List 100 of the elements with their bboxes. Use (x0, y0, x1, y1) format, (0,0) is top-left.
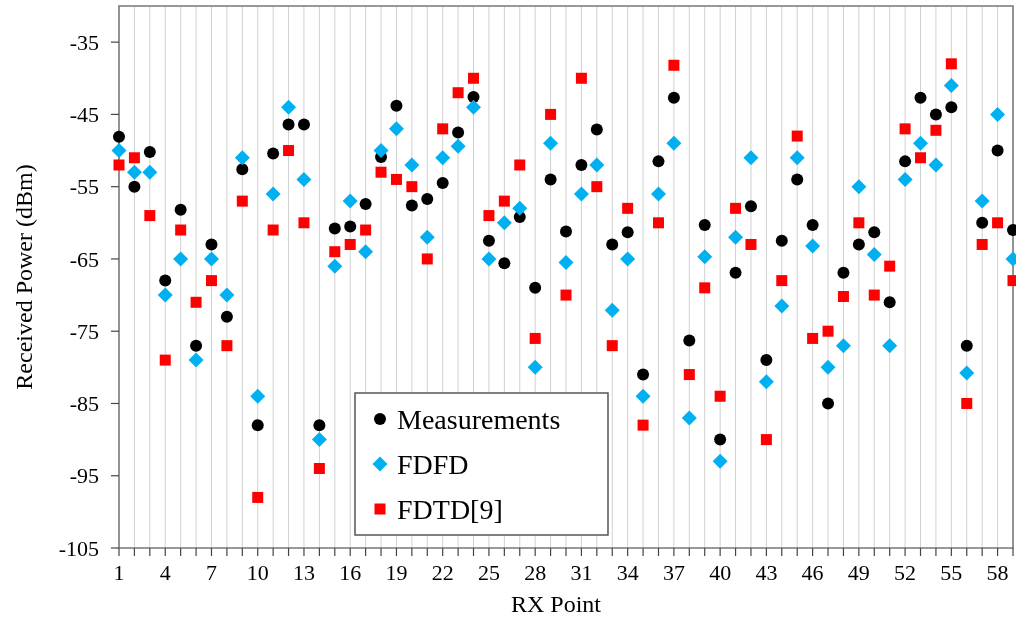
point (468, 72, 480, 84)
point (822, 397, 835, 410)
point (943, 77, 959, 93)
point (866, 247, 882, 263)
point (807, 332, 819, 344)
point (329, 246, 341, 258)
point (435, 150, 451, 166)
point (822, 325, 834, 337)
point (545, 108, 557, 120)
point (868, 289, 880, 301)
point (496, 215, 512, 231)
point (405, 199, 418, 212)
point (436, 177, 449, 190)
point (375, 166, 387, 178)
point (853, 217, 865, 229)
point (897, 171, 913, 187)
point (652, 155, 665, 168)
point (899, 155, 912, 168)
point (683, 369, 695, 381)
point (899, 123, 911, 135)
point (281, 99, 297, 115)
point (297, 118, 310, 131)
x-tick-label: 19 (385, 560, 408, 585)
point (837, 291, 849, 303)
point (174, 203, 187, 216)
point (589, 157, 605, 173)
legend-label: Measurements (397, 403, 561, 435)
point (668, 59, 680, 71)
point (915, 152, 927, 164)
point (884, 260, 896, 272)
point (205, 275, 217, 287)
point (188, 352, 204, 368)
point (373, 143, 389, 159)
point (868, 226, 881, 239)
y-tick-label: -45 (69, 102, 99, 128)
point (220, 310, 233, 323)
point (590, 123, 603, 136)
point (560, 289, 572, 301)
point (681, 410, 697, 426)
point (113, 130, 125, 143)
point (698, 218, 711, 231)
x-tick-label: 25 (477, 560, 500, 585)
point (728, 229, 744, 245)
point (930, 124, 942, 136)
point (159, 354, 171, 366)
point (714, 433, 727, 446)
point (961, 397, 973, 409)
point (514, 159, 526, 171)
point (976, 238, 988, 250)
point (482, 234, 495, 247)
point (990, 106, 1006, 122)
point (791, 130, 803, 142)
x-tick-label: 58 (986, 560, 1009, 585)
point (452, 87, 464, 99)
legend-label: FDFD (397, 448, 469, 480)
point (760, 434, 772, 446)
x-tick-label: 22 (431, 560, 454, 585)
point (205, 238, 218, 251)
point (591, 181, 603, 193)
point (203, 251, 219, 267)
x-tick-label: 1 (113, 560, 125, 585)
point (390, 99, 403, 112)
point (851, 179, 867, 195)
point (481, 251, 497, 267)
point (342, 193, 358, 209)
y-tick-label: -65 (69, 246, 99, 272)
point (945, 101, 958, 114)
point (143, 145, 156, 158)
x-tick-label: 55 (940, 560, 963, 585)
point (729, 266, 742, 279)
point (313, 419, 326, 432)
point (789, 150, 805, 166)
point (620, 251, 636, 267)
point (730, 202, 742, 214)
point (498, 257, 511, 270)
point (760, 354, 773, 367)
point (805, 238, 821, 254)
point (126, 164, 142, 180)
point (560, 225, 572, 238)
point (483, 210, 495, 222)
point (945, 58, 957, 70)
point (498, 195, 510, 207)
point (650, 186, 666, 202)
point (404, 157, 420, 173)
point (852, 238, 865, 251)
point (637, 419, 649, 431)
point (236, 163, 249, 176)
x-tick-label: 40 (709, 560, 732, 585)
point (974, 193, 990, 209)
point (882, 338, 898, 354)
point (683, 334, 696, 347)
point (190, 296, 202, 308)
point (360, 224, 372, 236)
point (835, 338, 851, 354)
point (327, 258, 343, 274)
point (173, 251, 189, 267)
point (452, 126, 465, 139)
point (265, 186, 281, 202)
x-tick-label: 37 (662, 560, 685, 585)
x-tick-label: 28 (524, 560, 547, 585)
